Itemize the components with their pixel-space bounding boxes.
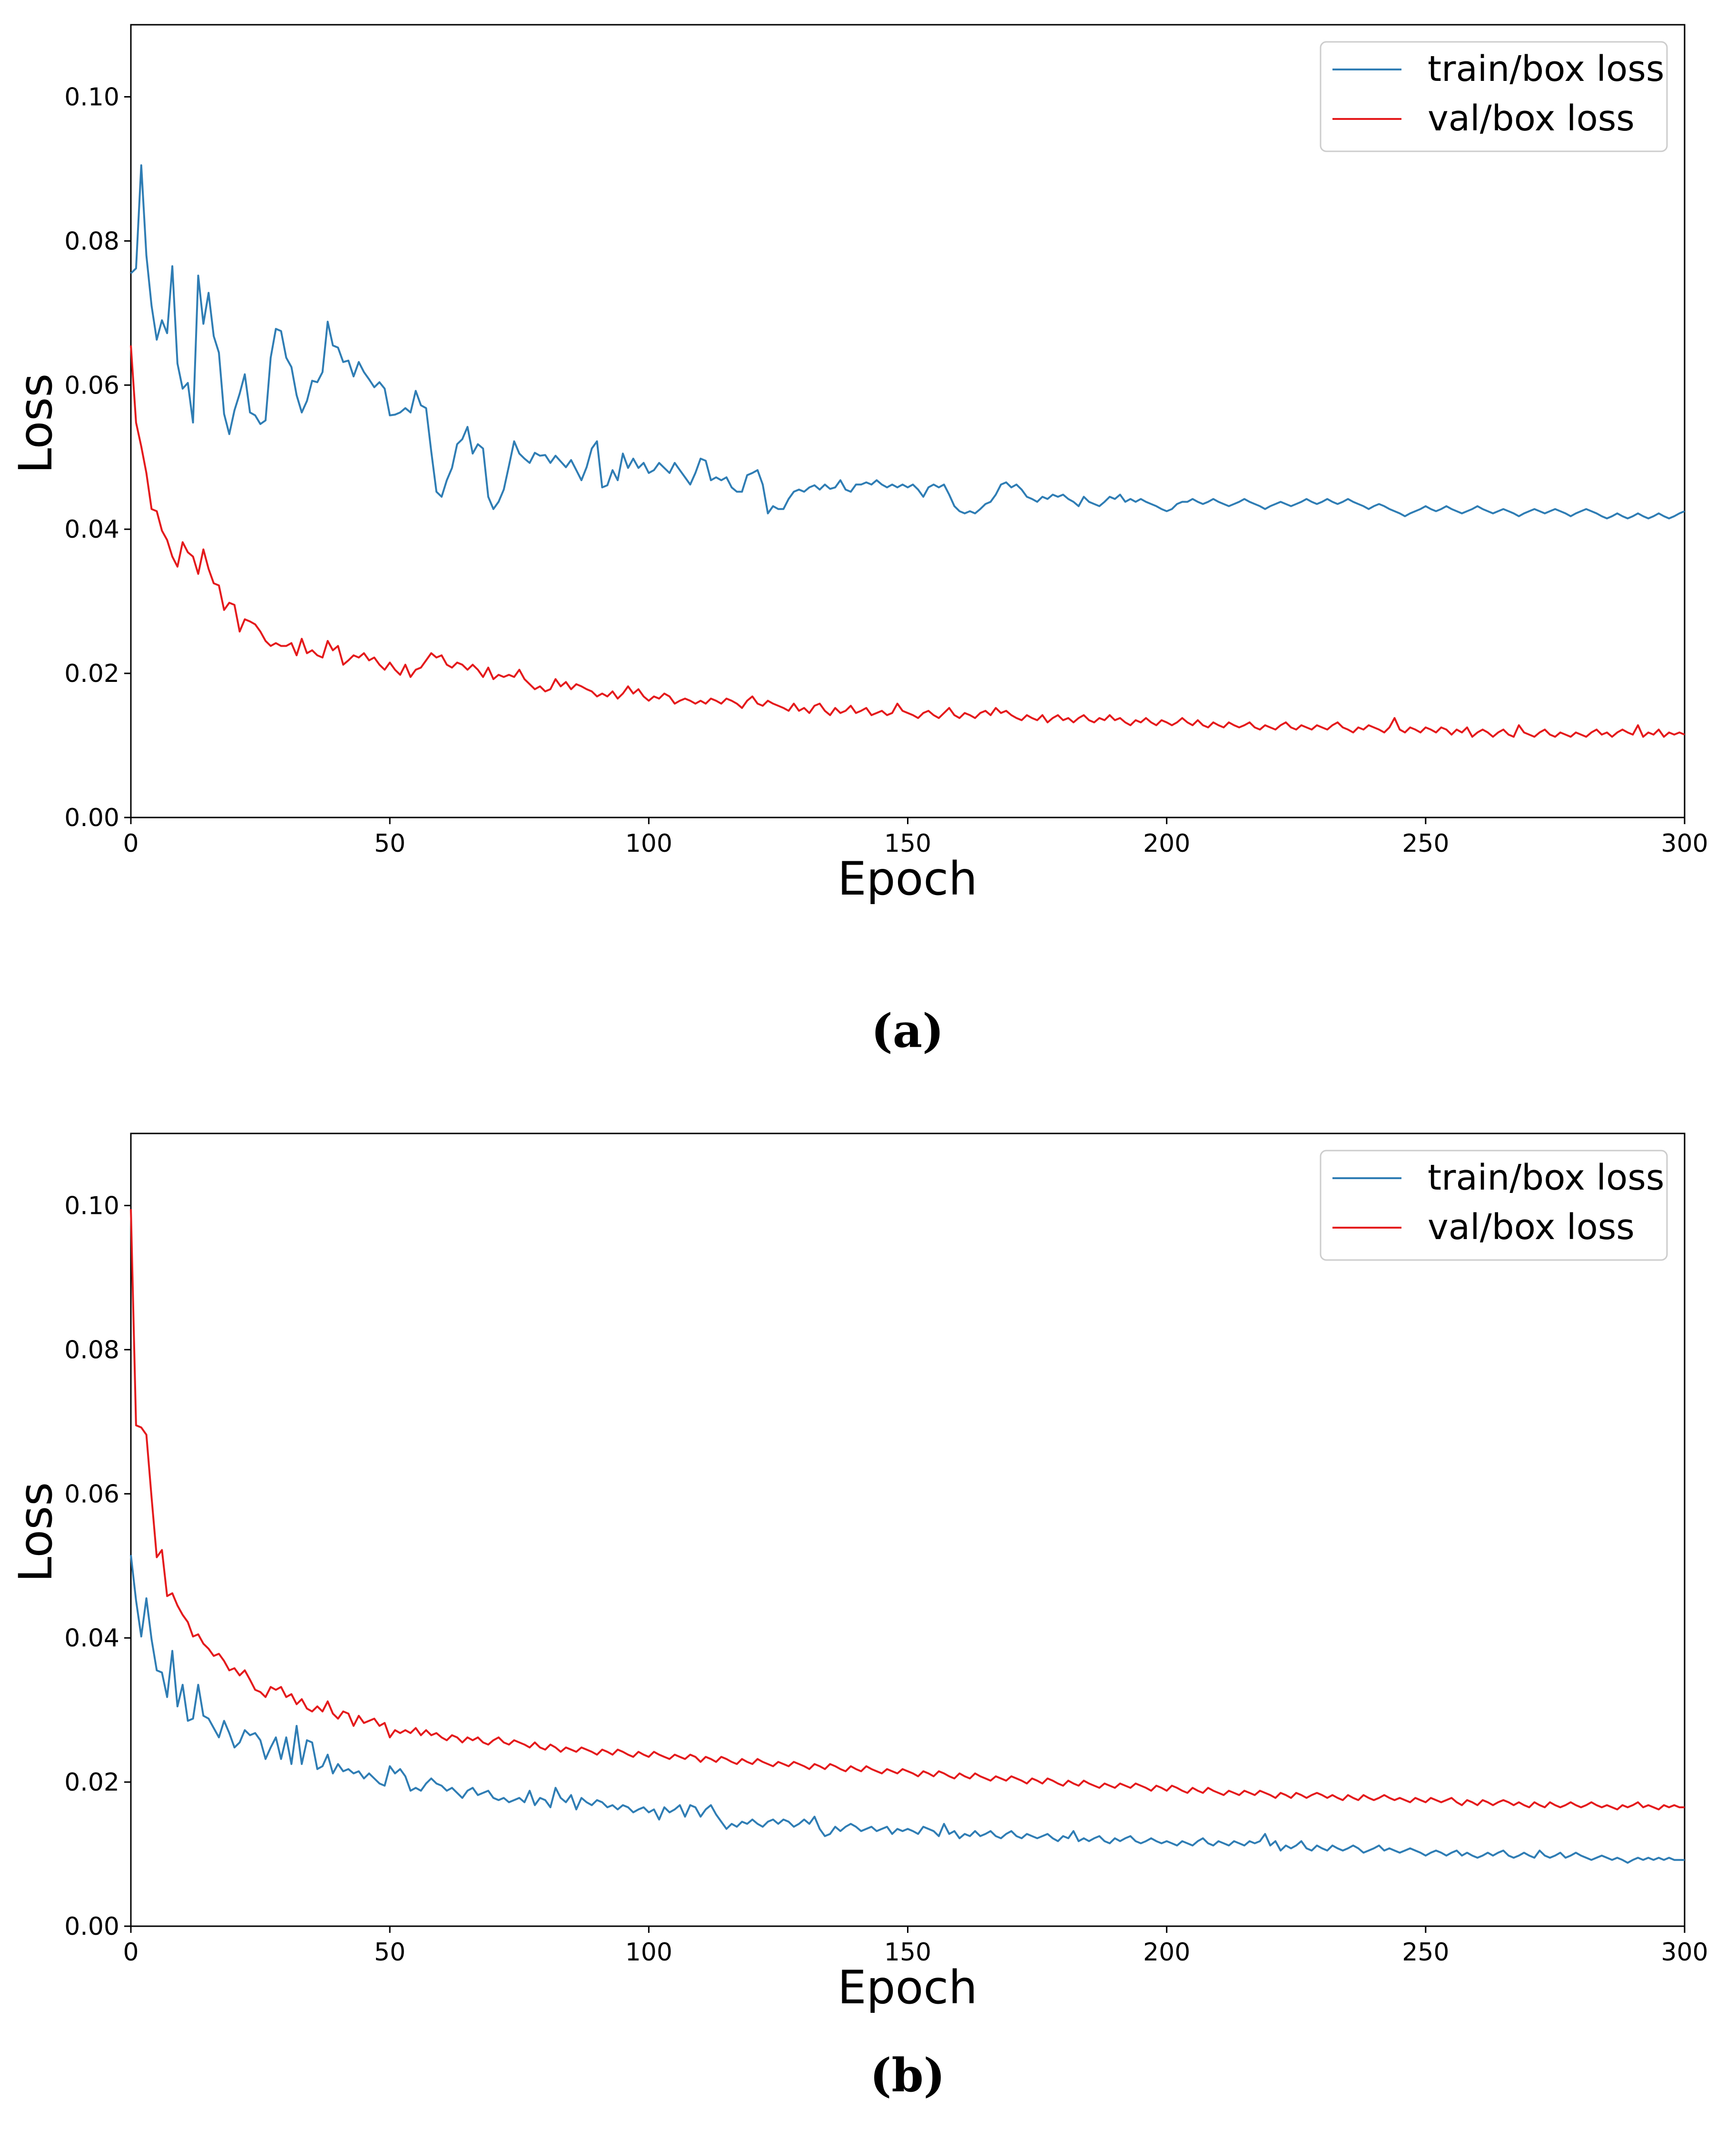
chart-panel-a: 0.00 0.02 0.04 0.06 0.08 0.10 0 50 100 150 200 250… <box>9 24 1708 906</box>
x-axis-title: Epoch <box>838 852 977 906</box>
y-axis-title: Loss <box>9 374 62 474</box>
series-line-val <box>130 1209 1685 1811</box>
legend-label-train: train/box loss <box>1428 1157 1664 1198</box>
y-axis: 0.00 0.02 0.04 0.06 0.08 0.10 <box>64 1192 131 1941</box>
x-tick-label: 300 <box>1661 1938 1708 1967</box>
x-tick-label: 200 <box>1143 829 1190 858</box>
x-tick-label: 100 <box>625 829 672 858</box>
panel-caption-b: (b) <box>870 2048 945 2102</box>
series-group <box>130 164 1685 738</box>
x-tick-label: 250 <box>1402 1938 1449 1967</box>
x-axis: 0 50 100 150 200 250 300 <box>123 1926 1708 1967</box>
x-axis: 0 50 100 150 200 250 300 <box>123 817 1708 858</box>
x-tick-label: 100 <box>625 1938 672 1967</box>
y-tick-label: 0.10 <box>64 1192 119 1220</box>
legend-box <box>1320 41 1668 152</box>
series-group <box>130 1209 1685 1864</box>
y-tick-label: 0.00 <box>64 1912 119 1941</box>
x-tick-label: 150 <box>884 1938 931 1967</box>
legend-label-train: train/box loss <box>1428 49 1664 89</box>
y-tick-label: 0.00 <box>64 804 119 832</box>
series-line-train <box>130 1555 1685 1864</box>
y-tick-label: 0.08 <box>64 1336 119 1364</box>
x-tick-label: 0 <box>123 1938 138 1967</box>
chart-panel-b: 0.00 0.02 0.04 0.06 0.08 0.10 0 50 100 150 200 250… <box>9 1133 1708 2014</box>
y-tick-label: 0.02 <box>64 660 119 688</box>
x-tick-label: 250 <box>1402 829 1449 858</box>
legend: train/box loss val/box loss <box>1320 1150 1668 1261</box>
series-line-train <box>130 164 1685 520</box>
x-tick-label: 50 <box>374 1938 405 1967</box>
x-tick-label: 300 <box>1661 829 1708 858</box>
y-axis: 0.00 0.02 0.04 0.06 0.08 0.10 <box>64 83 131 832</box>
legend: train/box loss val/box loss <box>1320 41 1668 152</box>
y-tick-label: 0.06 <box>64 1480 119 1508</box>
legend-label-val: val/box loss <box>1428 1207 1635 1248</box>
y-tick-label: 0.10 <box>64 83 119 111</box>
y-tick-label: 0.04 <box>64 1624 119 1653</box>
y-tick-label: 0.06 <box>64 371 119 400</box>
y-axis-title: Loss <box>9 1482 62 1583</box>
panel-caption-a: (a) <box>871 1004 944 1058</box>
y-tick-label: 0.04 <box>64 515 119 544</box>
x-tick-label: 200 <box>1143 1938 1190 1967</box>
x-tick-label: 0 <box>123 829 138 858</box>
x-tick-label: 150 <box>884 829 931 858</box>
legend-label-val: val/box loss <box>1428 98 1635 139</box>
y-tick-label: 0.08 <box>64 227 119 256</box>
series-line-val <box>130 345 1685 738</box>
x-tick-label: 50 <box>374 829 405 858</box>
y-tick-label: 0.02 <box>64 1768 119 1797</box>
legend-box <box>1320 1150 1668 1261</box>
x-axis-title: Epoch <box>838 1961 977 2014</box>
